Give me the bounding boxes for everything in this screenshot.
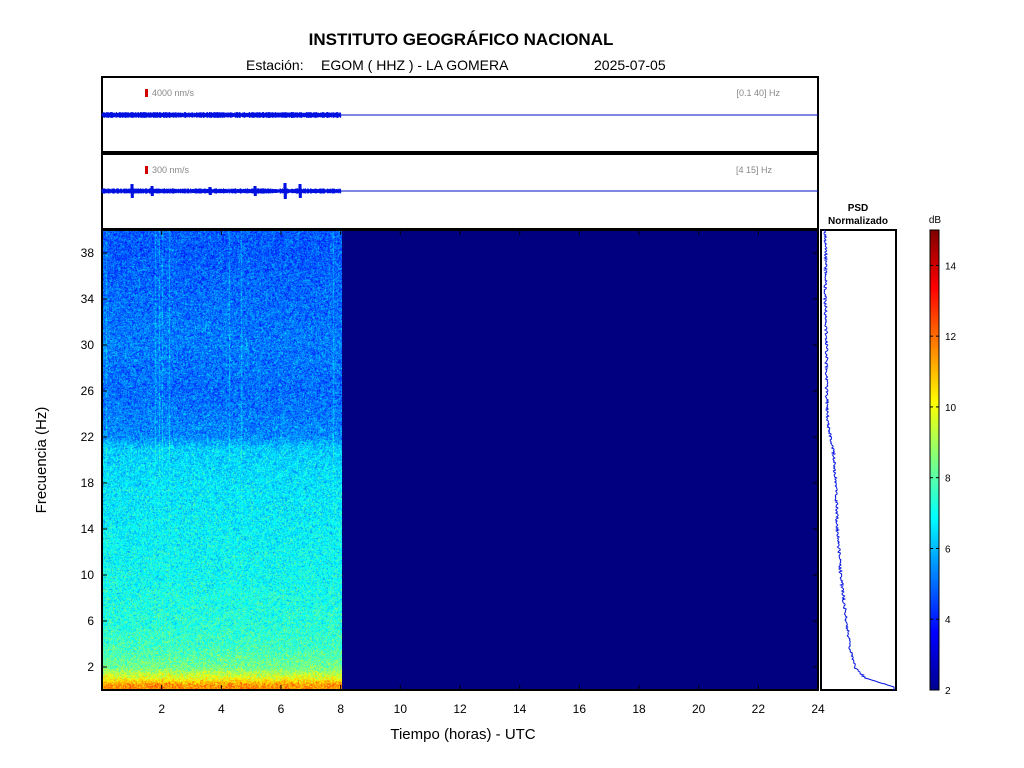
psd-frame (820, 229, 897, 691)
y-tick-label: 34 (81, 292, 95, 306)
x-tick-label: 10 (394, 702, 408, 716)
x-axis-ticks: 2 4 6 8 10 12 14 16 18 20 22 24 (158, 230, 825, 716)
colorbar-unit: dB (929, 215, 942, 226)
scale-bar-marker (145, 89, 148, 97)
trace-waveform (101, 182, 342, 200)
psd-panel: PSD Normalizado (820, 203, 897, 691)
y-tick-label: 18 (81, 476, 95, 490)
x-tick-label: 14 (513, 702, 527, 716)
x-tick-label: 16 (573, 702, 587, 716)
figure-title: INSTITUTO GEOGRÁFICO NACIONAL (309, 30, 614, 49)
y-tick-label: 26 (81, 384, 95, 398)
x-tick-label: 20 (692, 702, 706, 716)
x-tick-label: 4 (218, 702, 225, 716)
x-tick-label: 6 (278, 702, 285, 716)
x-tick-label: 8 (337, 702, 344, 716)
colorbar-tick-label: 2 (945, 686, 951, 697)
y-tick-label: 6 (87, 614, 94, 628)
colorbar-tick-label: 4 (945, 615, 951, 626)
y-tick-label: 22 (81, 430, 95, 444)
x-axis-label: Tiempo (horas) - UTC (390, 726, 535, 743)
colorbar-tick-label: 6 (945, 544, 951, 555)
psd-subtitle: Normalizado (828, 216, 888, 227)
x-tick-label: 24 (811, 702, 825, 716)
colorbar-ticks: 2 4 6 8 10 12 14 (930, 261, 957, 697)
trace-scale-label: 4000 nm/s (152, 88, 195, 98)
colorbar-tick-label: 14 (945, 261, 957, 272)
colorbar-gradient (929, 229, 940, 691)
x-tick-label: 18 (632, 702, 646, 716)
station-date: 2025-07-05 (594, 57, 666, 73)
trace-panel-filtered: 300 nm/s [4 15] Hz (101, 153, 819, 230)
psd-title: PSD (848, 203, 869, 214)
x-tick-label: 2 (158, 702, 165, 716)
trace-scale-label: 300 nm/s (152, 165, 190, 175)
y-axis-label: Frecuencia (Hz) (33, 407, 50, 514)
y-tick-label: 14 (81, 522, 95, 536)
x-tick-label: 12 (453, 702, 467, 716)
y-tick-label: 30 (81, 338, 95, 352)
scale-bar-marker (145, 166, 148, 174)
trace-panel-broadband: 4000 nm/s [0.1 40] Hz (101, 76, 819, 153)
y-tick-label: 2 (87, 660, 94, 674)
colorbar: dB 2 4 6 8 10 12 14 (929, 215, 957, 697)
trace-band-label: [4 15] Hz (736, 165, 773, 175)
station-label: Estación: (246, 57, 304, 73)
colorbar-tick-label: 8 (945, 474, 951, 485)
station-name: EGOM ( HHZ ) - LA GOMERA (321, 57, 509, 73)
trace-band-label: [0.1 40] Hz (736, 88, 780, 98)
y-tick-label: 10 (81, 568, 95, 582)
x-tick-label: 22 (752, 702, 766, 716)
colorbar-tick-label: 12 (945, 332, 957, 343)
spectrogram-heatmap (102, 230, 342, 690)
y-tick-label: 38 (81, 246, 95, 260)
spectrogram-panel: 2 4 6 8 10 12 14 16 18 20 22 24 261014182226303438 … (33, 229, 825, 743)
trace-waveform (101, 111, 342, 119)
psd-curve (822, 229, 895, 691)
colorbar-tick-label: 10 (945, 403, 957, 414)
